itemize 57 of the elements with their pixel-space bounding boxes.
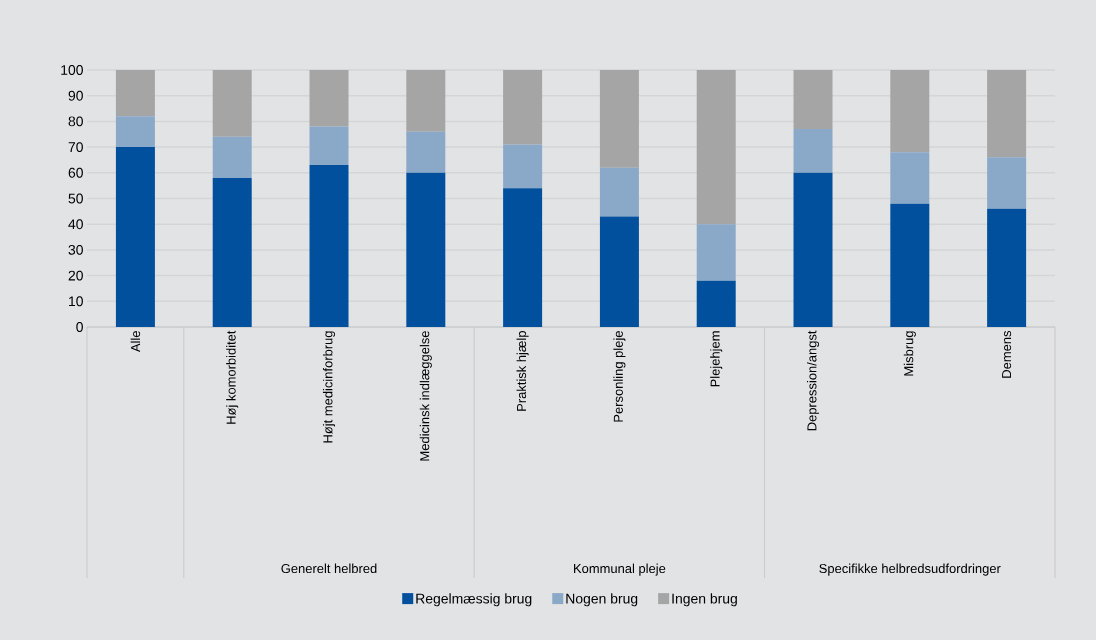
- y-tick-label: 70: [68, 142, 83, 153]
- y-tick-label: 30: [68, 244, 83, 255]
- bar: [503, 69, 543, 145]
- y-tick-label: 40: [68, 219, 83, 230]
- text: Generelt helbred: [281, 563, 377, 574]
- bar: [987, 208, 1027, 327]
- y-tick-label: 80: [68, 116, 83, 127]
- x-tick-label: Praktisk hjælp: [516, 331, 529, 411]
- x-tick-label: Personling pleje: [613, 331, 626, 422]
- legend-label: Ingen brug: [672, 593, 737, 607]
- x-tick-label: Medicinsk indlæggelse: [419, 331, 432, 461]
- y-tick-label: 100: [61, 65, 83, 75]
- x-tick-label: Plejehjem: [710, 331, 723, 387]
- bar: [696, 69, 736, 225]
- legend-label: Nogen brug: [566, 593, 638, 607]
- bar: [115, 147, 155, 327]
- bar: [696, 280, 736, 327]
- bar: [503, 144, 543, 189]
- bar: [890, 69, 930, 153]
- x-tick-label: Alle: [130, 331, 141, 353]
- bar: [406, 131, 446, 173]
- y-tick-label: 60: [68, 167, 83, 178]
- bar: [115, 69, 155, 117]
- bar: [793, 69, 833, 130]
- bar: [212, 69, 252, 137]
- bar: [212, 136, 252, 178]
- bar: [115, 116, 155, 148]
- x-tick-label: Høj komorbiditet: [226, 330, 239, 424]
- legend-label: Regelmæssig brug: [416, 593, 532, 607]
- bar: [793, 129, 833, 173]
- y-tick-label: 20: [68, 270, 83, 281]
- bar: [212, 177, 252, 327]
- bar: [406, 69, 446, 132]
- x-tick-label: Depression/angst: [806, 330, 820, 431]
- bar: [599, 167, 639, 217]
- y-tick-label: 90: [68, 90, 83, 101]
- y-tick-label: 10: [69, 296, 83, 307]
- x-tick-label: Demens: [1002, 330, 1012, 378]
- bar: [406, 172, 446, 327]
- bar: [987, 69, 1027, 158]
- bar: [696, 224, 736, 281]
- bar: [309, 126, 349, 166]
- text: Specifikke helbredsudfordringer: [819, 563, 1001, 576]
- bar: [599, 216, 639, 327]
- bar: [503, 188, 543, 327]
- x-tick-label: Misbrug: [903, 331, 916, 376]
- bar: [309, 165, 349, 327]
- bar: [793, 172, 833, 327]
- x-tick-label: Højt medicinforbrug: [322, 331, 336, 443]
- bar: [890, 203, 930, 327]
- bar: [987, 157, 1027, 209]
- bar: [890, 152, 930, 204]
- y-tick-label: 0: [76, 322, 83, 332]
- text: Kommunal pleje: [574, 563, 666, 576]
- bar: [599, 69, 639, 168]
- y-tick-label: 50: [68, 193, 83, 204]
- bar: [309, 69, 349, 127]
